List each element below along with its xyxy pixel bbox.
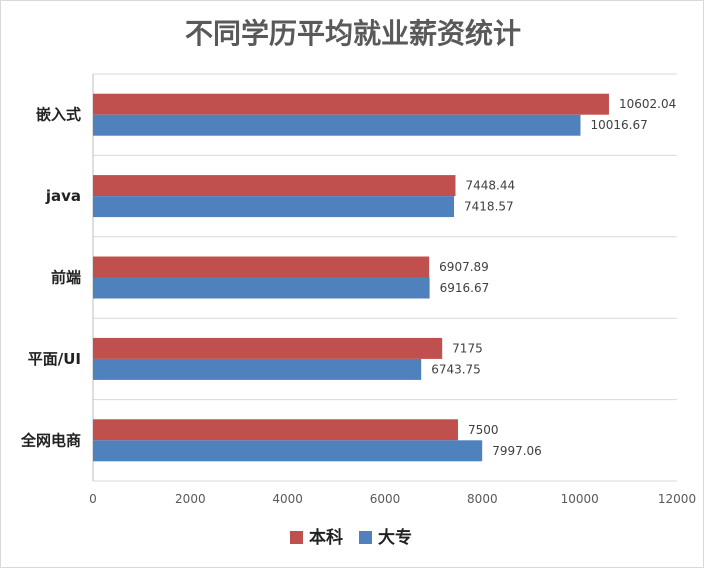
bar-大专 — [93, 277, 430, 299]
x-tick-label: 0 — [89, 492, 97, 506]
bars — [93, 93, 609, 462]
category-label: 前端 — [51, 269, 81, 287]
bar-本科 — [93, 256, 430, 278]
bar-大专 — [93, 114, 581, 136]
bar-本科 — [93, 175, 456, 197]
data-label: 7997.06 — [492, 444, 542, 458]
legend-swatch — [290, 531, 303, 544]
data-label: 7500 — [468, 423, 499, 437]
data-label: 10016.67 — [590, 118, 647, 132]
x-tick-label: 12000 — [658, 492, 696, 506]
data-label: 10602.04 — [619, 97, 676, 111]
bar-大专 — [93, 196, 455, 218]
data-label: 7448.44 — [465, 179, 515, 193]
bar-大专 — [93, 440, 483, 462]
bar-本科 — [93, 337, 443, 359]
x-tick-label: 2000 — [175, 492, 206, 506]
bar-本科 — [93, 419, 458, 441]
data-label: 6907.89 — [439, 260, 489, 274]
x-tick-label: 10000 — [561, 492, 599, 506]
data-labels: 10602.04 10016.67 7448.44 7418.57 6907.89 691… — [431, 97, 676, 458]
category-label: 平面/UI — [28, 350, 81, 368]
category-label: 嵌入式 — [36, 106, 81, 124]
data-label: 7418.57 — [464, 200, 514, 214]
x-tick-label: 6000 — [370, 492, 401, 506]
legend: 本科 大专 — [290, 527, 412, 548]
legend-swatch — [359, 531, 372, 544]
legend-label: 本科 — [309, 527, 343, 548]
data-label: 7175 — [452, 341, 483, 355]
x-axis-ticks: 0 2000 4000 6000 8000 10000 12000 — [89, 492, 696, 506]
gridlines — [92, 73, 677, 482]
category-label: 全网电商 — [20, 431, 81, 449]
chart-title: 不同学历平均就业薪资统计 — [185, 17, 521, 50]
data-label: 6916.67 — [440, 281, 490, 295]
bar-本科 — [93, 93, 609, 115]
x-tick-label: 8000 — [467, 492, 498, 506]
bar-大专 — [93, 358, 422, 380]
x-tick-label: 4000 — [272, 492, 303, 506]
legend-label: 大专 — [378, 527, 412, 548]
category-label: java — [45, 187, 81, 205]
data-label: 6743.75 — [431, 362, 481, 376]
